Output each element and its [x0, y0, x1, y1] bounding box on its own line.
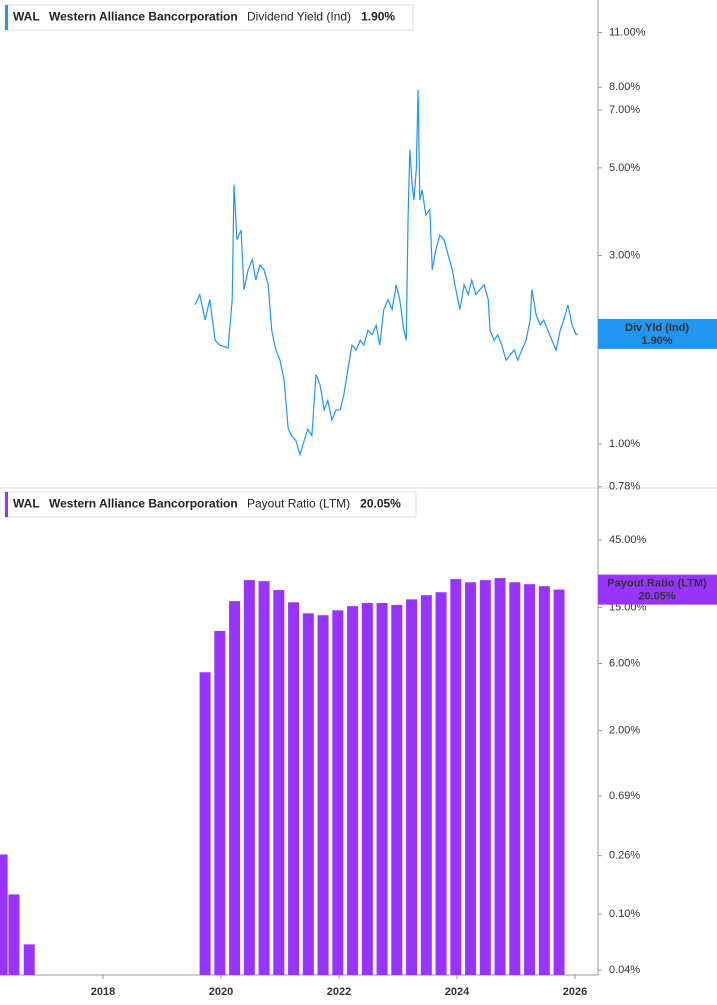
bar [420, 595, 432, 975]
bar [479, 580, 491, 975]
bar [509, 582, 521, 975]
bar [229, 601, 241, 975]
bar [332, 610, 344, 975]
flag-value: 20.05% [638, 591, 676, 603]
bar [450, 579, 462, 975]
bar [258, 581, 270, 975]
legend-box [4, 491, 417, 518]
y-tick-label: 0.69% [609, 790, 640, 802]
legend-swatch [5, 492, 8, 517]
y-tick-label: 6.00% [609, 657, 640, 669]
bar [199, 672, 211, 975]
bar [243, 580, 255, 975]
plot-area [194, 89, 579, 457]
bar [553, 589, 565, 975]
flag-value: 1.90% [641, 335, 672, 347]
bar [273, 590, 285, 975]
y-tick-label: 45.00% [609, 534, 647, 546]
bar [288, 602, 300, 975]
flag-label: Div Yld (Ind) [625, 322, 689, 334]
bar [347, 606, 359, 975]
x-tick-label: 2020 [209, 986, 233, 998]
bar [494, 578, 506, 975]
y-tick-label: 5.00% [609, 162, 640, 174]
x-tick-label: 2018 [91, 986, 115, 998]
y-tick-label: 8.00% [609, 81, 640, 93]
bar [465, 582, 477, 975]
legend-value: 1.90% [361, 10, 395, 24]
bar [8, 894, 20, 975]
legend-box [4, 4, 414, 31]
bar [214, 630, 226, 975]
bar [302, 613, 314, 975]
x-tick-label: 2022 [327, 986, 351, 998]
flag-label: Payout Ratio (LTM) [607, 578, 707, 590]
y-tick-label: 0.10% [609, 908, 640, 920]
y-tick-label: 0.04% [609, 964, 640, 976]
plot-area [0, 578, 565, 975]
y-tick-label: 0.78% [609, 481, 640, 493]
legend-header: WAL Western Alliance Bancorporation Payout… [4, 491, 417, 518]
bar [391, 604, 403, 975]
legend-value: 20.05% [360, 497, 401, 511]
ticker: WAL [13, 497, 40, 511]
bar [0, 854, 8, 975]
y-tick-label: 7.00% [609, 104, 640, 116]
bar [376, 603, 388, 975]
y-tick-label: 0.26% [609, 850, 640, 862]
bar [23, 944, 35, 975]
ticker: WAL [13, 10, 40, 24]
x-tick-label: 2024 [445, 986, 470, 998]
legend-entry: Payout Ratio (LTM) [247, 497, 350, 511]
legend-swatch [5, 5, 8, 30]
line [194, 89, 579, 457]
bar [317, 615, 329, 975]
bar [538, 586, 550, 975]
y-tick-label: 2.00% [609, 725, 640, 737]
bar [361, 603, 373, 975]
legend-entry: Dividend Yield (Ind) [247, 10, 351, 24]
value-flag [598, 318, 717, 349]
x-tick-label: 2026 [563, 986, 587, 998]
bar [435, 592, 447, 975]
y-tick-label: 3.00% [609, 249, 640, 261]
bar [524, 584, 536, 975]
value-flag [598, 574, 717, 605]
legend-header: WAL Western Alliance Bancorporation Divide… [4, 4, 414, 31]
bar [406, 599, 418, 975]
y-tick-label: 11.00% [609, 26, 646, 38]
company: Western Alliance Bancorporation [49, 497, 238, 511]
y-tick-label: 1.00% [609, 438, 640, 450]
company: Western Alliance Bancorporation [49, 10, 238, 24]
